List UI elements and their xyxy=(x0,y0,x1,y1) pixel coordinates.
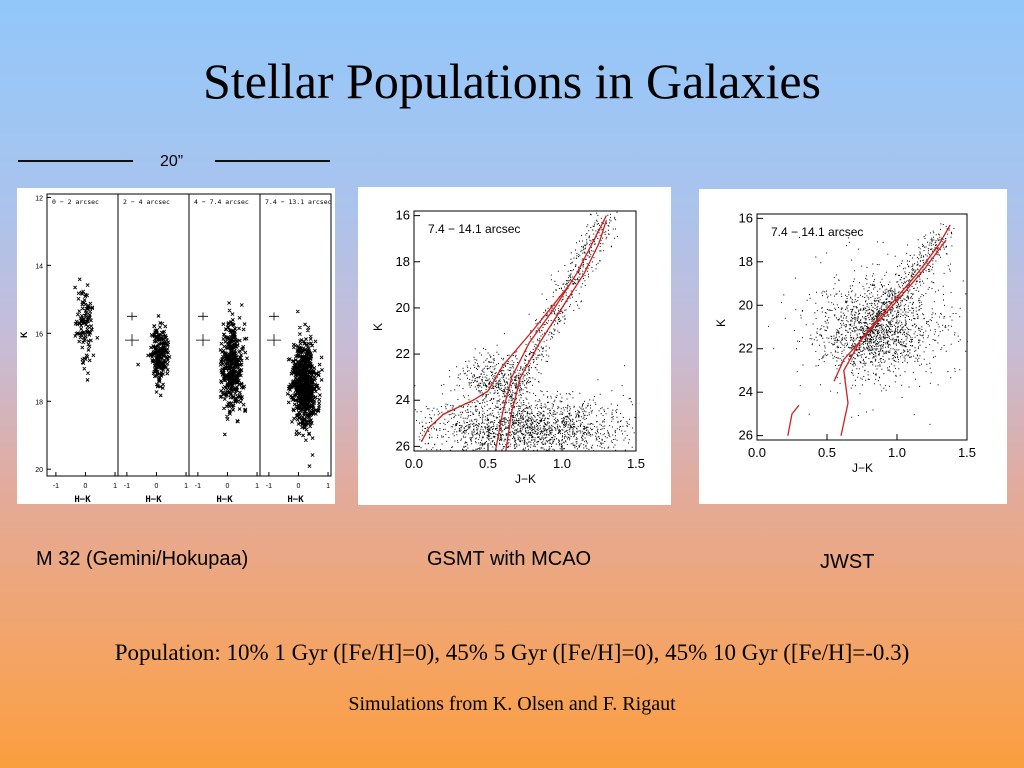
m32-y-axis-label: K xyxy=(19,331,29,338)
jwst-plot-frame xyxy=(756,213,968,441)
gsmt-y-axis-label: K xyxy=(371,323,385,331)
m32-y-tick-label: 16 xyxy=(35,331,43,338)
gsmt-cmd-panel: 16 18 20 22 24 26 0.0 0.5 1.0 1.5 J−K K 7.4 − 14.1 a… xyxy=(358,187,671,505)
m32-y-tick-label: 12 xyxy=(35,195,43,202)
m32-subpanel-label: 2 − 4 arcsec xyxy=(123,198,170,206)
m32-error-cross xyxy=(127,312,137,321)
jwst-points-path xyxy=(768,223,968,425)
gsmt-y-tick-label: 18 xyxy=(396,254,410,269)
gsmt-y-tick-label: 24 xyxy=(396,392,410,407)
m32-error-cross xyxy=(196,334,210,347)
jwst-star-points xyxy=(768,223,968,425)
m32-x-tick-label: -1 xyxy=(53,483,59,490)
gsmt-y-tick-label: 16 xyxy=(396,208,410,223)
jwst-cmd-panel: 16 18 20 22 24 26 0.0 0.5 1.0 1.5 J−K K 7.4 − 14.1 a… xyxy=(699,189,1007,504)
m32-x-tick-label: 1 xyxy=(255,483,259,490)
gsmt-y-tick-label: 20 xyxy=(396,300,410,315)
m32-y-tick-label: 14 xyxy=(35,263,43,270)
scale-label: 20” xyxy=(160,153,184,170)
gsmt-isochrone-3 xyxy=(420,284,570,443)
m32-subpanel-label: 7.4 − 13.1 arcsec xyxy=(265,198,332,206)
gsmt-x-axis-label: J−K xyxy=(515,472,536,486)
m32-x-axis-label: H−K xyxy=(74,495,91,504)
simulation-credit: Simulations from K. Olsen and F. Rigaut xyxy=(348,693,676,715)
jwst-x-tick-label: 0.5 xyxy=(818,445,836,460)
jwst-x-tick-label: 0.0 xyxy=(748,445,766,460)
jwst-y-tick-label: 16 xyxy=(739,210,753,225)
gsmt-isochrone-2 xyxy=(494,215,607,452)
m32-cmd-panel: 0 − 2 arcsec -1 0 1 H−K 2 − 4 arcsec -1 0 1 H−K 4 … xyxy=(17,188,335,504)
caption-jwst: JWST xyxy=(820,551,875,573)
m32-subpanel-label: 4 − 7.4 arcsec xyxy=(194,198,249,206)
jwst-cmd-chart: 16 18 20 22 24 26 0.0 0.5 1.0 1.5 J−K K 7.4 − 14.1 a… xyxy=(714,210,976,475)
gsmt-cmd-chart: 16 18 20 22 24 26 0.0 0.5 1.0 1.5 J−K K 7.4 − 14.1 a… xyxy=(371,208,645,486)
m32-x-tick-label: 1 xyxy=(113,483,117,490)
m32-subpanel-frame xyxy=(259,193,332,477)
gsmt-x-tick-label: 1.5 xyxy=(627,456,645,471)
jwst-annotation: 7.4 − 14.1 arcsec xyxy=(771,225,863,239)
caption-m32: M 32 (Gemini/Hokupaa) xyxy=(36,548,249,570)
m32-x-tick-label: -1 xyxy=(195,483,201,490)
jwst-x-tick-label: 1.0 xyxy=(888,445,906,460)
m32-x-tick-label: 1 xyxy=(184,483,188,490)
m32-error-cross xyxy=(198,312,208,321)
m32-y-tick-label: 20 xyxy=(35,467,43,474)
population-note: Population: 10% 1 Gyr ([Fe/H]=0), 45% 5 … xyxy=(114,640,910,665)
m32-x-tick-label: 1 xyxy=(326,483,330,490)
m32-error-cross xyxy=(269,312,279,321)
jwst-isochrone-1 xyxy=(787,404,800,436)
m32-subpanel-label: 0 − 2 arcsec xyxy=(52,198,99,206)
jwst-y-axis-label: K xyxy=(714,319,728,327)
m32-y-tick-label: 18 xyxy=(35,399,43,406)
gsmt-star-points xyxy=(414,211,637,452)
m32-x-tick-label: 0 xyxy=(226,483,230,490)
caption-gsmt: GSMT with MCAO xyxy=(427,548,592,570)
m32-x-tick-label: 0 xyxy=(84,483,88,490)
jwst-y-tick-label: 22 xyxy=(739,341,753,356)
m32-error-cross xyxy=(267,334,281,347)
m32-x-axis-label: H−K xyxy=(145,495,162,504)
jwst-y-tick-label: 20 xyxy=(739,297,753,312)
m32-x-axis-label: H−K xyxy=(287,495,304,504)
jwst-isochrone-2 xyxy=(840,224,951,436)
m32-subpanel-points xyxy=(218,301,249,437)
m32-x-tick-label: 0 xyxy=(297,483,301,490)
m32-x-axis-label: H−K xyxy=(216,495,233,504)
gsmt-y-tick-label: 22 xyxy=(396,346,410,361)
m32-x-tick-label: -1 xyxy=(124,483,130,490)
gsmt-y-tick-label: 26 xyxy=(396,438,410,453)
m32-x-tick-label: 0 xyxy=(155,483,159,490)
gsmt-x-tick-label: 1.0 xyxy=(553,456,571,471)
jwst-y-tick-label: 24 xyxy=(739,384,753,399)
gsmt-points-path xyxy=(414,211,637,452)
jwst-x-axis-label: J−K xyxy=(852,461,873,475)
m32-cmd-chart: 0 − 2 arcsec -1 0 1 H−K 2 − 4 arcsec -1 0 1 H−K 4 … xyxy=(19,193,332,504)
gsmt-x-tick-label: 0.0 xyxy=(405,456,423,471)
jwst-y-tick-label: 18 xyxy=(739,254,753,269)
gsmt-x-tick-label: 0.5 xyxy=(479,456,497,471)
m32-subpanel-points xyxy=(73,277,100,382)
slide-title: Stellar Populations in Galaxies xyxy=(203,53,821,109)
gsmt-plot-frame xyxy=(413,210,637,452)
jwst-x-tick-label: 1.5 xyxy=(958,445,976,460)
scale-bar-left xyxy=(18,160,133,162)
m32-subpanel-points xyxy=(136,313,172,398)
m32-subpanel-points xyxy=(285,309,324,469)
jwst-y-tick-label: 26 xyxy=(739,428,753,443)
jwst-isochrone-3 xyxy=(833,239,947,382)
m32-x-tick-label: -1 xyxy=(266,483,272,490)
m32-error-cross xyxy=(125,334,139,347)
gsmt-annotation: 7.4 − 14.1 arcsec xyxy=(428,222,520,236)
scale-bar-right xyxy=(215,160,330,162)
gsmt-isochrone-1 xyxy=(505,220,608,452)
